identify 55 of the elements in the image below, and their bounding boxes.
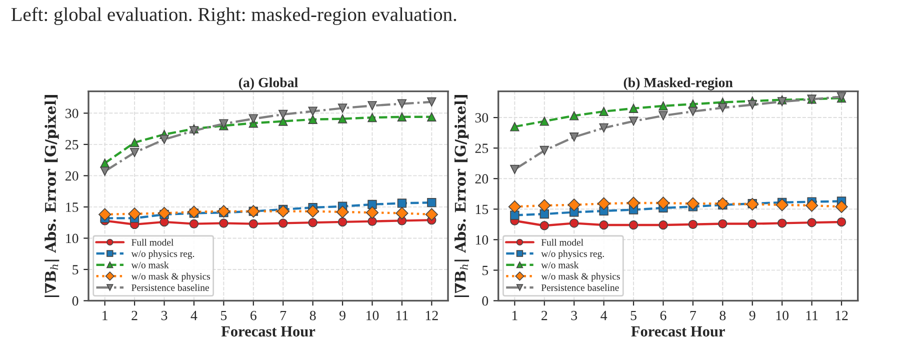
legend-label: w/o mask & physics xyxy=(541,272,620,282)
y-tick-label: 10 xyxy=(476,235,488,245)
x-tick-label: 9 xyxy=(340,310,346,320)
y-tick-label: 5 xyxy=(72,265,78,274)
x-tick-label: 5 xyxy=(221,310,227,320)
legend-label: w/o physics reg. xyxy=(131,250,194,259)
x-tick-label: 10 xyxy=(776,310,788,320)
y-tick-label: 25 xyxy=(65,140,78,150)
x-tick-label: 7 xyxy=(280,310,286,320)
y-tick-label: 20 xyxy=(475,174,488,184)
legend-label: w/o mask xyxy=(541,261,579,268)
x-tick-label: 11 xyxy=(396,310,408,320)
chart-title: (b) Masked-region xyxy=(624,77,733,90)
x-tick-label: 11 xyxy=(806,310,818,320)
legend-label: w/o physics reg. xyxy=(541,250,604,259)
y-tick-label: 15 xyxy=(476,204,488,214)
y-tick-label: 25 xyxy=(475,144,488,154)
legend-label: w/o mask xyxy=(131,261,169,268)
y-tick-label: 30 xyxy=(66,108,78,118)
x-tick-label: 8 xyxy=(310,310,316,320)
x-axis-title: Forecast Hour xyxy=(221,326,316,337)
x-tick-label: 3 xyxy=(571,310,578,320)
x-tick-label: 5 xyxy=(630,310,636,320)
x-tick-label: 12 xyxy=(426,310,438,320)
legend-label: Persistence baseline xyxy=(132,284,209,291)
y-axis-title: |∇B$_{h}$| Abs. Error [G/pixel] xyxy=(454,94,470,298)
x-tick-label: 8 xyxy=(720,310,726,320)
legend-label: Persistence baseline xyxy=(541,284,619,291)
x-tick-label: 3 xyxy=(161,310,168,320)
x-tick-label: 12 xyxy=(836,310,848,320)
y-axis-title: |∇B$_{h}$| Abs. Error [G/pixel] xyxy=(44,94,60,298)
x-tick-label: 9 xyxy=(749,310,756,320)
x-tick-label: 1 xyxy=(102,310,108,320)
x-tick-label: 10 xyxy=(366,310,379,320)
y-tick-label: 0 xyxy=(482,296,488,306)
legend-label: Full model xyxy=(541,238,584,246)
y-tick-label: 10 xyxy=(66,234,78,244)
text: Left: global evaluation. Right: masked-region evaluation. xyxy=(11,7,456,26)
x-tick-label: 6 xyxy=(660,310,666,320)
y-tick-label: 15 xyxy=(66,202,78,212)
y-tick-label: 20 xyxy=(65,171,78,181)
chart-title: (a) Global xyxy=(238,77,298,90)
x-tick-label: 4 xyxy=(600,310,608,320)
y-tick-label: 30 xyxy=(475,113,488,122)
x-tick-label: 1 xyxy=(512,310,518,320)
x-tick-label: 6 xyxy=(250,310,256,320)
y-tick-label: 0 xyxy=(72,296,78,306)
y-tick-label: 5 xyxy=(482,266,488,276)
x-tick-label: 7 xyxy=(690,310,696,320)
x-tick-label: 4 xyxy=(190,310,198,320)
legend-label: Full model xyxy=(132,238,174,246)
x-tick-label: 2 xyxy=(542,310,548,320)
x-axis-title: Forecast Hour xyxy=(631,326,725,337)
x-tick-label: 2 xyxy=(132,310,138,320)
legend-label: w/o mask & physics xyxy=(131,272,210,282)
